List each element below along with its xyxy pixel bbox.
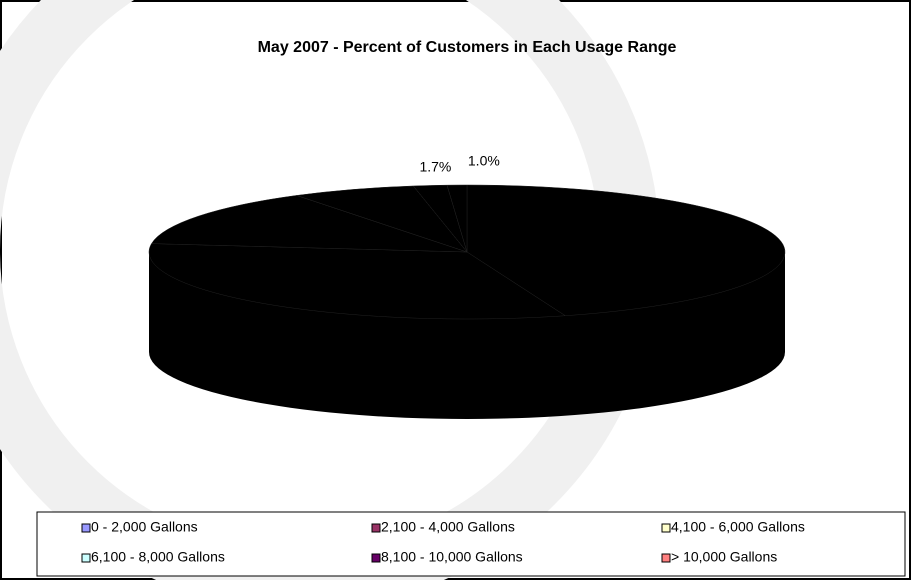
legend-label: 0 - 2,000 Gallons	[91, 519, 198, 535]
legend-label: > 10,000 Gallons	[671, 549, 777, 565]
legend-label: 4,100 - 6,000 Gallons	[671, 519, 805, 535]
chart-title: May 2007 - Percent of Customers in Each …	[258, 39, 677, 56]
pie-slice	[151, 195, 468, 253]
legend-label: 2,100 - 4,000 Gallons	[381, 519, 515, 535]
legend-swatch	[371, 553, 381, 563]
legend-label: 6,100 - 8,000 Gallons	[91, 549, 225, 565]
legend-label: 8,100 - 10,000 Gallons	[381, 549, 523, 565]
pie-slice	[296, 185, 468, 253]
pie-slice	[446, 184, 468, 253]
pie-slice	[466, 184, 786, 316]
legend-box	[36, 511, 906, 577]
legend-swatch	[661, 553, 671, 563]
data-label: 1.7%	[419, 158, 451, 174]
legend-swatch	[661, 523, 671, 533]
legend-swatch	[81, 523, 91, 533]
data-label: 1.0%	[468, 153, 500, 169]
legend-swatch	[371, 523, 381, 533]
legend-swatch	[81, 553, 91, 563]
pie-slice	[148, 243, 567, 320]
